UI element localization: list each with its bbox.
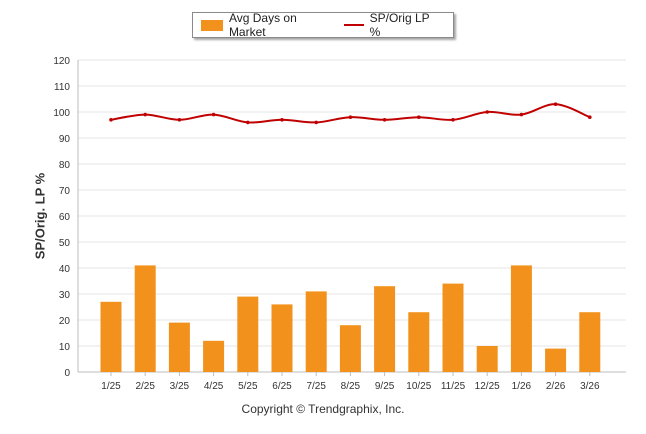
line-point-11/25 bbox=[451, 118, 455, 122]
x-tick-label-3/25: 3/25 bbox=[170, 381, 190, 392]
line-point-4/25 bbox=[211, 112, 216, 117]
x-tick-label-2/26: 2/26 bbox=[546, 381, 566, 392]
line-point-3/26 bbox=[588, 115, 592, 119]
line-point-5/25 bbox=[246, 120, 250, 125]
bar-1/26 bbox=[510, 265, 532, 372]
y-tick-label-50: 50 bbox=[59, 238, 71, 249]
x-tick-label-4/25: 4/25 bbox=[204, 381, 224, 392]
line-point-2/25 bbox=[143, 112, 147, 117]
bar-10/25 bbox=[408, 312, 430, 372]
bar-12/25 bbox=[476, 346, 498, 372]
legend-item-avg-days: Avg Days on Market bbox=[201, 11, 328, 39]
legend-label-avg-days: Avg Days on Market bbox=[228, 11, 297, 39]
y-tick-label-100: 100 bbox=[53, 108, 70, 119]
bar-2/25 bbox=[134, 265, 156, 372]
y-tick-label-30: 30 bbox=[59, 290, 71, 301]
x-tick-label-1/26: 1/26 bbox=[512, 381, 532, 392]
line-point-3/25 bbox=[177, 118, 182, 122]
line-point-10/25 bbox=[417, 115, 421, 119]
legend: Avg Days on Market SP/Orig LP % bbox=[192, 11, 454, 39]
x-tick-label-6/25: 6/25 bbox=[272, 381, 292, 392]
y-tick-label-40: 40 bbox=[59, 264, 71, 275]
y-axis-title: SP/Orig. LP % bbox=[32, 172, 48, 260]
bar-3/25 bbox=[168, 322, 190, 372]
legend-label-sp-orig-lp: SP/Orig LP % bbox=[369, 11, 430, 39]
x-tick-label-10/25: 10/25 bbox=[406, 381, 431, 392]
x-tick-label-5/25: 5/25 bbox=[238, 381, 258, 392]
x-tick-label-1/25: 1/25 bbox=[101, 381, 121, 392]
line-point-8/25 bbox=[348, 115, 353, 119]
x-tick-label-9/25: 9/25 bbox=[375, 381, 395, 392]
series-line-sp-orig-lp bbox=[110, 103, 591, 124]
bar-5/25 bbox=[237, 296, 259, 372]
y-tick-label-80: 80 bbox=[59, 160, 71, 171]
x-tick-label-7/25: 7/25 bbox=[306, 381, 326, 392]
y-tick-label-0: 0 bbox=[64, 368, 70, 379]
line-point-6/25 bbox=[280, 118, 284, 122]
x-tick-label-3/26: 3/26 bbox=[580, 381, 600, 392]
line-point-7/25 bbox=[314, 120, 319, 125]
legend-item-sp-orig-lp: SP/Orig LP % bbox=[343, 11, 437, 39]
line-point-1/25 bbox=[109, 118, 113, 122]
line-point-2/26 bbox=[553, 102, 558, 106]
bar-1/25 bbox=[100, 301, 122, 372]
bar-9/25 bbox=[374, 286, 396, 372]
line-point-1/26 bbox=[519, 112, 524, 117]
y-tick-label-20: 20 bbox=[59, 316, 71, 327]
bar-4/25 bbox=[203, 340, 225, 372]
bar-2/26 bbox=[545, 348, 567, 372]
x-tick-label-12/25: 12/25 bbox=[475, 381, 500, 392]
bar-8/25 bbox=[339, 325, 361, 372]
copyright-text: Copyright © Trendgraphix, Inc. bbox=[241, 402, 405, 416]
y-tick-label-70: 70 bbox=[59, 186, 71, 197]
legend-swatch-sp-orig-lp bbox=[343, 24, 364, 26]
legend-swatch-avg-days bbox=[201, 19, 223, 31]
x-tick-label-8/25: 8/25 bbox=[341, 381, 361, 392]
bar-11/25 bbox=[442, 283, 464, 372]
bar-3/26 bbox=[579, 312, 601, 372]
x-tick-label-11/25: 11/25 bbox=[441, 381, 466, 392]
x-tick-label-2/25: 2/25 bbox=[135, 381, 155, 392]
y-tick-label-120: 120 bbox=[53, 56, 70, 67]
bar-7/25 bbox=[305, 291, 327, 372]
y-tick-label-90: 90 bbox=[59, 134, 71, 145]
y-tick-label-110: 110 bbox=[54, 82, 70, 93]
y-tick-label-60: 60 bbox=[59, 212, 71, 223]
y-tick-label-10: 10 bbox=[59, 342, 71, 353]
line-point-12/25 bbox=[485, 110, 490, 114]
bar-6/25 bbox=[271, 304, 293, 372]
line-point-9/25 bbox=[382, 118, 387, 122]
